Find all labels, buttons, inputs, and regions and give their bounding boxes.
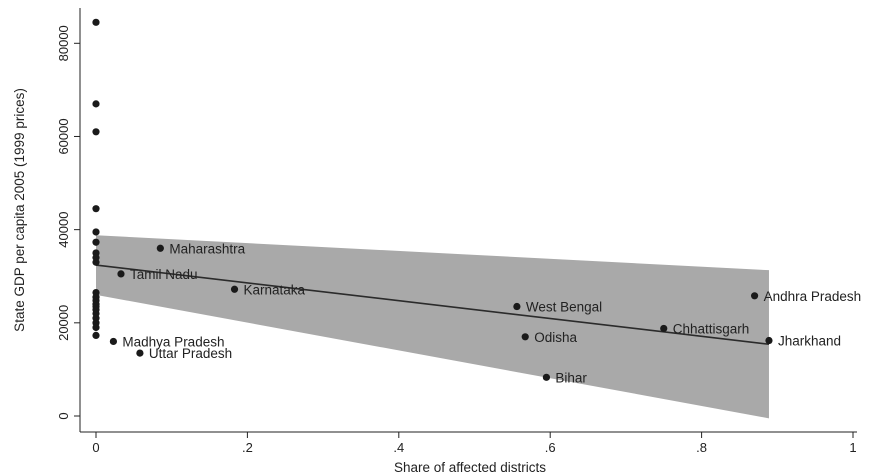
point-label: Bihar xyxy=(555,370,587,385)
confidence-band xyxy=(96,235,769,419)
point-label: Tamil Nadu xyxy=(130,267,198,282)
point-label: Madhya Pradesh xyxy=(122,334,224,349)
x-tick-label: .2 xyxy=(242,440,253,455)
y-axis: 0 20000 40000 60000 80000 xyxy=(56,8,81,432)
y-axis-title: State GDP per capita 2005 (1999 prices) xyxy=(12,88,27,332)
fit-line-layer xyxy=(95,264,770,346)
fit-line xyxy=(95,264,770,346)
data-point xyxy=(92,323,100,332)
point-label: Karnataka xyxy=(244,282,306,297)
y-tick-label: 40000 xyxy=(56,212,71,248)
data-point xyxy=(660,324,668,333)
data-point xyxy=(750,292,759,300)
y-tick-label: 0 xyxy=(56,412,71,419)
data-point xyxy=(92,331,100,340)
x-axis-title: Share of affected districts xyxy=(394,460,546,475)
y-tick-label: 80000 xyxy=(56,25,71,61)
data-point xyxy=(542,373,551,381)
data-point xyxy=(92,205,100,213)
point-label: Odisha xyxy=(534,330,577,345)
x-tick-label: .4 xyxy=(393,440,404,455)
data-point xyxy=(513,302,521,311)
data-point xyxy=(109,337,118,346)
x-tick-label: .6 xyxy=(545,440,556,455)
data-point xyxy=(92,18,100,26)
x-tick-label: 0 xyxy=(92,440,99,455)
point-label: Chhattisgarh xyxy=(673,321,750,336)
data-point xyxy=(230,285,239,293)
y-tick-label: 20000 xyxy=(56,305,71,341)
point-label: Uttar Pradesh xyxy=(149,346,232,361)
data-point xyxy=(136,349,144,357)
data-point xyxy=(765,336,773,345)
y-tick-label: 60000 xyxy=(56,118,71,154)
x-tick-label: .8 xyxy=(696,440,707,455)
x-tick-label: 1 xyxy=(849,440,856,455)
point-label: Jharkhand xyxy=(778,334,841,349)
confidence-band-layer xyxy=(96,235,769,419)
data-point xyxy=(92,228,100,236)
point-label: Maharashtra xyxy=(169,241,245,256)
data-point xyxy=(117,270,125,278)
x-axis: 0 .2 .4 .6 .8 1 xyxy=(80,431,857,455)
point-label: West Bengal xyxy=(526,300,602,315)
data-point xyxy=(92,258,100,266)
data-point xyxy=(92,128,100,136)
point-label: Andhra Pradesh xyxy=(764,289,862,304)
data-point xyxy=(156,244,164,252)
labels-layer: Maharashtra Tamil Nadu Karnataka Madhya Pra… xyxy=(122,241,861,385)
points-layer xyxy=(92,18,773,381)
data-point xyxy=(92,238,100,246)
data-point xyxy=(92,100,100,108)
data-point xyxy=(521,333,529,341)
